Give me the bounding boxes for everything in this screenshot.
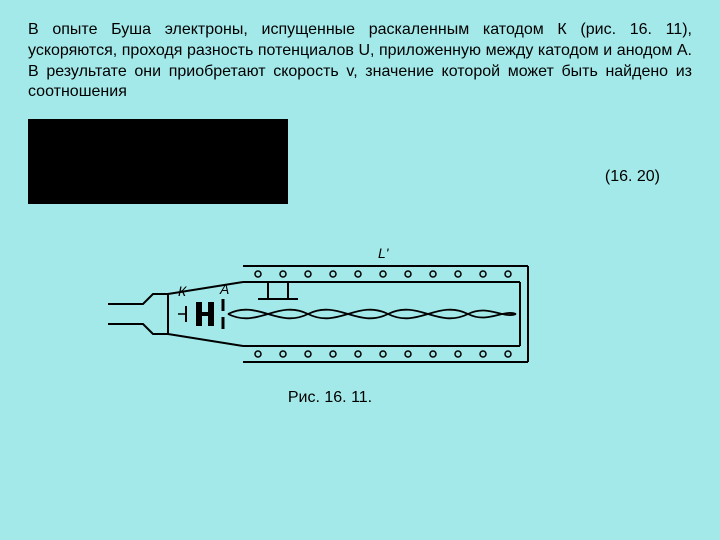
label-L: L' (378, 245, 390, 261)
formula-block (28, 119, 288, 204)
diagram-svg: К А L' (108, 244, 558, 374)
paragraph-text: В опыте Буша электроны, испущенные раска… (28, 20, 692, 103)
diagram-container: К А L' Рис. 16. 11. (108, 244, 692, 407)
equation-number: (16. 20) (605, 168, 660, 186)
label-A: А (219, 281, 229, 297)
label-K: К (178, 283, 187, 299)
figure-caption: Рис. 16. 11. (0, 389, 692, 407)
